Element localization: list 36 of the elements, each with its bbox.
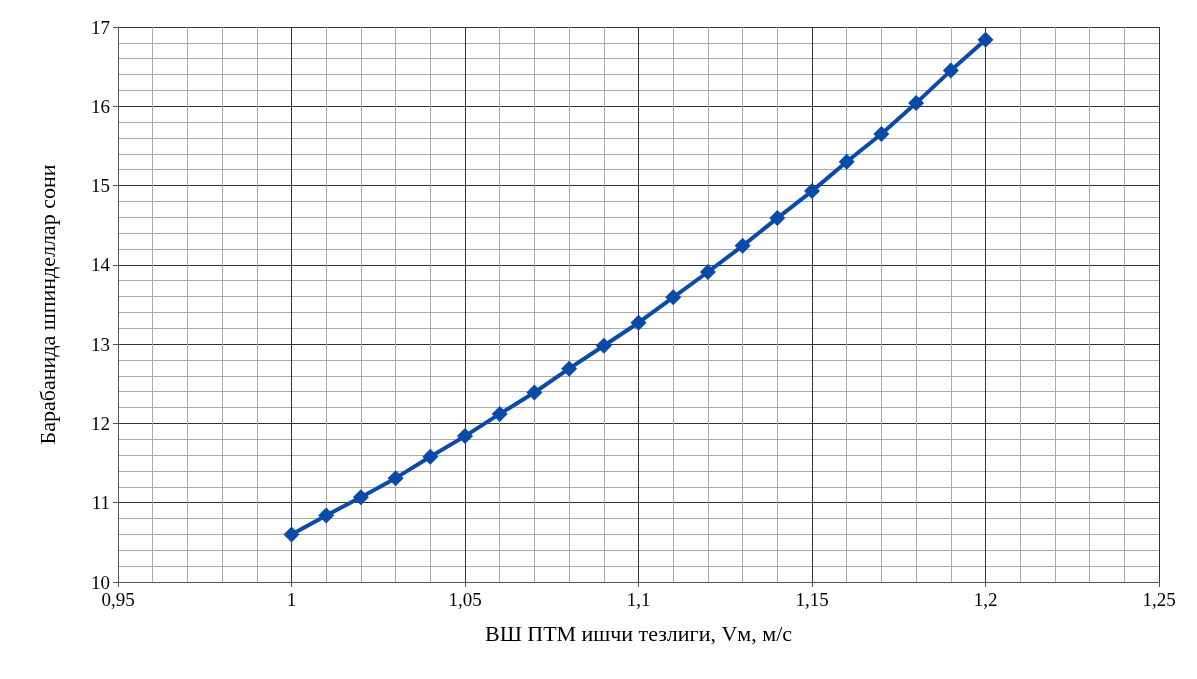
point — [491, 405, 508, 422]
y-tick-label: 14 — [91, 254, 111, 276]
point — [942, 62, 959, 79]
y-tick-label: 16 — [91, 95, 110, 117]
point — [526, 384, 543, 401]
point — [595, 337, 612, 354]
x-tick-label: 1,15 — [795, 589, 829, 610]
point — [283, 526, 300, 543]
point — [838, 153, 855, 170]
point — [804, 183, 820, 200]
point — [457, 428, 473, 445]
y-axis-title: Барабанида шпинделлар сони — [34, 164, 60, 445]
point — [665, 289, 682, 306]
x-tick-label: 1,05 — [448, 589, 482, 610]
y-tick-label: 12 — [91, 412, 110, 434]
point — [561, 360, 578, 377]
y-tick-label: 13 — [91, 333, 110, 355]
point — [699, 263, 716, 280]
point — [422, 448, 439, 465]
x-tick-label: 1 — [286, 589, 297, 610]
point — [734, 237, 751, 254]
y-tick-label: 15 — [91, 175, 110, 197]
point — [873, 126, 890, 143]
point — [769, 210, 786, 227]
point — [352, 489, 369, 506]
point — [318, 507, 335, 524]
x-tick-label: 1,25 — [1142, 589, 1176, 610]
y-tick-label: 11 — [91, 492, 110, 514]
point — [387, 470, 404, 487]
y-tick-label: 17 — [91, 16, 110, 38]
point — [630, 314, 647, 331]
point — [977, 31, 994, 48]
x-tick-label: 1,1 — [626, 589, 651, 610]
x-tick-label: 1,2 — [973, 589, 998, 610]
point — [908, 95, 925, 112]
x-axis-title: ВШ ПТМ ишчи тезлиги, Vм, м/с — [484, 620, 793, 646]
